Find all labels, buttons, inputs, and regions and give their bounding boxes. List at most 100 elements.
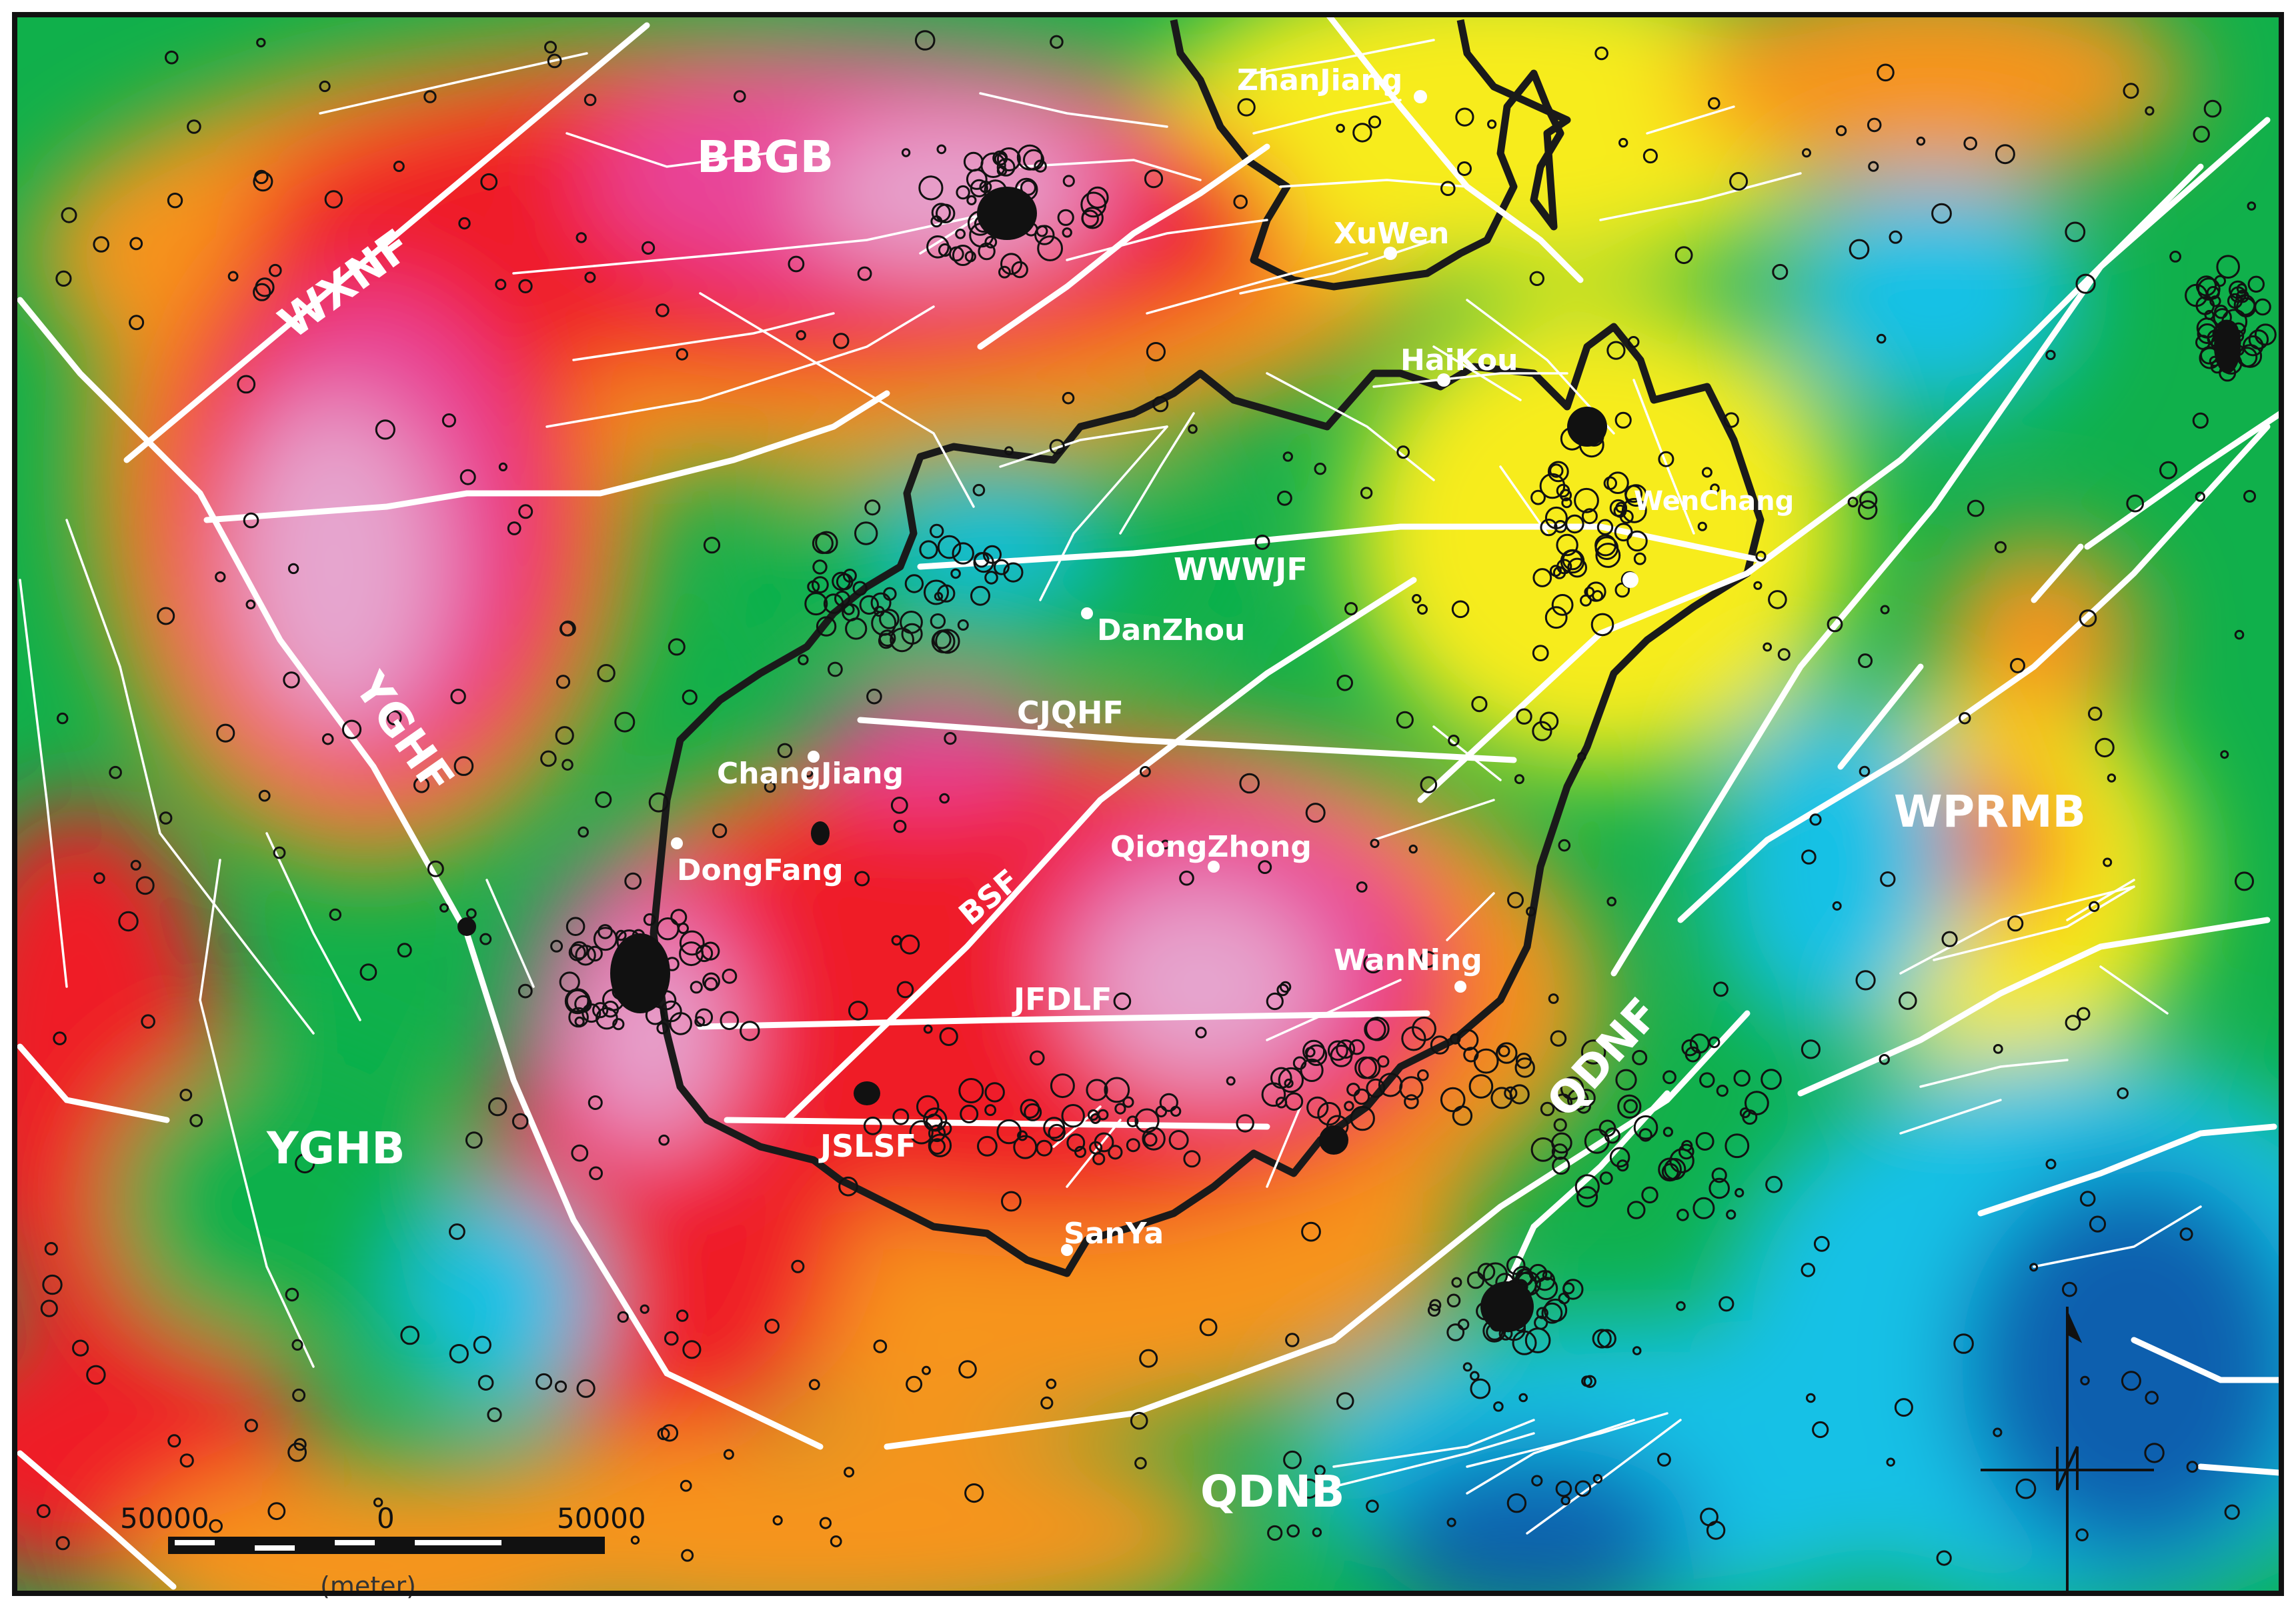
earthquake-circle-icon (1539, 473, 1566, 499)
earthquake-circle-icon (2204, 309, 2215, 321)
earthquake-circle-icon (1638, 1128, 1652, 1142)
earthquake-circle-icon (1160, 839, 1170, 850)
earthquake-circle-icon (387, 710, 402, 725)
earthquake-circle-icon (1813, 1235, 1830, 1252)
earthquake-circle-icon (1493, 1401, 1504, 1412)
earthquake-circle-icon (1880, 605, 1890, 615)
earthquake-circle-icon (1261, 1082, 1286, 1107)
earthquake-circle-icon (777, 743, 793, 759)
earthquake-circle-icon (819, 1517, 832, 1529)
earthquake-circle-icon (944, 732, 957, 745)
earthquake-circle-icon (449, 1344, 469, 1364)
earthquake-circle-icon (2079, 609, 2097, 627)
earthquake-circle-icon (1516, 708, 1532, 725)
earthquake-circle-icon (890, 797, 908, 814)
earthquake-circle-icon (465, 908, 477, 919)
earthquake-circle-icon (518, 279, 533, 293)
earthquake-circle-icon (1468, 1074, 1494, 1099)
earthquake-circle-icon (1953, 1333, 1974, 1354)
earthquake-circle-icon (1604, 1127, 1620, 1144)
earthquake-circle-icon (578, 826, 590, 838)
earthquake-circle-icon (1344, 602, 1358, 616)
earthquake-circle-icon (720, 1011, 740, 1031)
earthquake-circle-icon (1317, 1101, 1341, 1126)
earthquake-circle-icon (1330, 1045, 1353, 1067)
earthquake-circle-icon (86, 1365, 106, 1385)
earthquake-circle-icon (694, 1016, 706, 1027)
earthquake-circle-icon (254, 169, 269, 185)
earthquake-circle-icon (1708, 1177, 1730, 1199)
earthquake-circle-icon (400, 1325, 420, 1345)
earthquake-circle-icon (1301, 1221, 1321, 1242)
earthquake-circle-icon (935, 629, 960, 654)
earthquake-circle-icon (1302, 1039, 1326, 1063)
earthquake-circle-icon (964, 251, 976, 263)
earthquake-circle-icon (984, 1082, 1005, 1103)
earthquake-circle-icon (1809, 813, 1822, 826)
earthquake-circle-icon (657, 1427, 670, 1441)
earthquake-circle-icon (1599, 1171, 1613, 1185)
earthquake-circle-icon (791, 1259, 805, 1273)
earthquake-circle-icon (1532, 645, 1549, 661)
earthquake-circle-icon (1936, 1550, 1952, 1566)
earthquake-circle-icon (812, 559, 828, 575)
earthquake-circle-icon (253, 283, 271, 301)
earthquake-circle-icon (1678, 1143, 1694, 1160)
earthquake-circle-icon (1847, 497, 1859, 508)
earthquake-circle-icon (2193, 125, 2210, 143)
earthquake-circle-icon (1463, 1047, 1479, 1063)
earthquake-circle-icon (507, 521, 521, 535)
earthquake-circle-icon (1013, 1135, 1038, 1159)
earthquake-circle-icon (980, 152, 1006, 179)
earthquake-circle-icon (2224, 1504, 2240, 1520)
earthquake-circle-icon (1368, 115, 1382, 129)
earthquake-circle-icon (612, 1018, 625, 1031)
earthquake-circle-icon (772, 1515, 783, 1526)
earthquake-circle-icon (616, 929, 627, 941)
earthquake-circle-icon (1114, 1103, 1126, 1115)
city-label-danzhou: DanZhou (1097, 613, 1245, 647)
earthquake-circle-icon (964, 1483, 984, 1503)
earthquake-circle-icon (1801, 849, 1817, 865)
earthquake-circle-icon (1239, 773, 1260, 794)
earthquake-circle-icon (1049, 439, 1065, 455)
earthquake-circle-icon (450, 689, 466, 705)
earthquake-circle-icon (1532, 568, 1552, 587)
earthquake-circle-icon (2216, 255, 2240, 279)
earthquake-circle-icon (1618, 137, 1628, 148)
earthquake-circle-icon (642, 241, 656, 255)
earthquake-circle-icon (1603, 476, 1618, 490)
earthquake-circle-icon (1043, 1117, 1066, 1139)
earthquake-circle-icon (1130, 1411, 1148, 1430)
earthquake-circle-icon (1723, 412, 1739, 428)
earthquake-circle-icon (292, 1388, 306, 1402)
earthquake-circle-icon (906, 1375, 923, 1393)
earthquake-circle-icon (285, 1287, 299, 1302)
earthquake-circle-icon (1551, 594, 1574, 616)
earthquake-circle-icon (1967, 499, 1985, 517)
earthquake-circle-icon (2088, 706, 2103, 721)
earthquake-circle-icon (375, 419, 395, 440)
earthquake-circle-icon (656, 1022, 669, 1035)
earthquake-circle-icon (592, 1002, 609, 1019)
earthquake-circle-icon (1626, 530, 1648, 552)
earthquake-circle-icon (844, 1467, 855, 1478)
earthquake-circle-icon (2145, 1391, 2159, 1405)
earthquake-circle-icon (2209, 295, 2221, 307)
earthquake-circle-icon (1574, 487, 1599, 513)
earthquake-circle-icon (798, 654, 809, 665)
earthquake-circle-icon (554, 1380, 567, 1393)
city-label-wenchang: WenChang (1634, 486, 1794, 517)
earthquake-circle-icon (324, 190, 343, 209)
earthquake-circle-icon (1366, 1499, 1379, 1513)
earthquake-circle-icon (2236, 283, 2247, 294)
earthquake-circle-icon (1626, 1201, 1646, 1219)
earthquake-circle-icon (1742, 1109, 1758, 1125)
earthquake-circle-icon (1827, 616, 1843, 633)
earthquake-circle-icon (1396, 711, 1414, 729)
earthquake-circle-icon (1718, 1296, 1735, 1312)
city-labels: ZhanJiang XuWen HaiKou WenChang DanZhou … (677, 63, 1794, 1251)
earthquake-circle-icon (2075, 273, 2096, 294)
earthquake-circle-icon (36, 30, 2277, 1566)
